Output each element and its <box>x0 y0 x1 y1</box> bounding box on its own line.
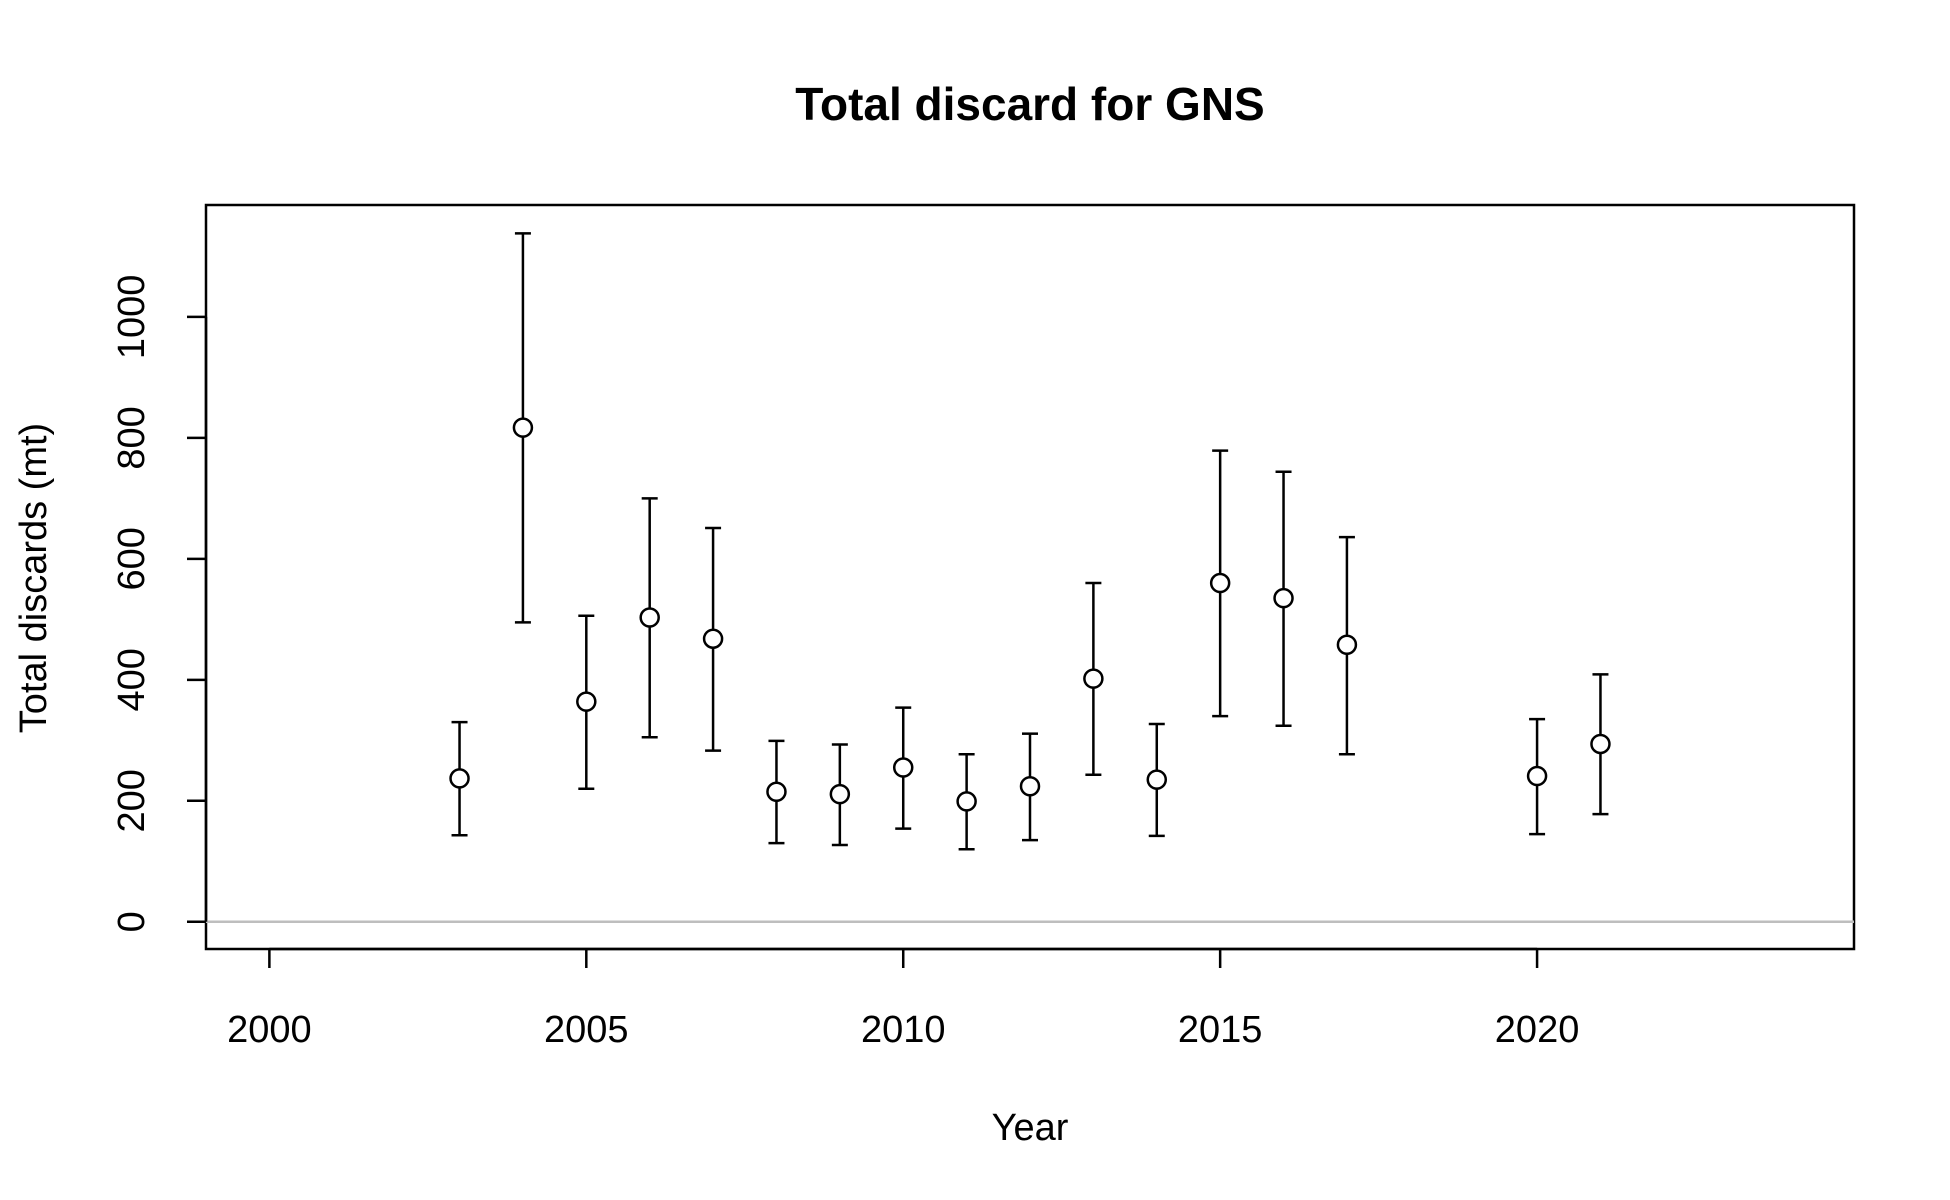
chart-title: Total discard for GNS <box>795 78 1264 130</box>
data-point-group <box>639 497 660 739</box>
data-point <box>576 691 597 712</box>
data-point <box>1146 769 1168 790</box>
data-point <box>449 768 470 789</box>
data-point <box>512 417 534 438</box>
data-point <box>829 783 851 805</box>
data-point <box>1336 634 1358 655</box>
data-point-group <box>1273 470 1294 728</box>
data-point-group <box>1526 717 1548 836</box>
data-point <box>1019 776 1041 797</box>
data-point <box>892 757 914 778</box>
y-axis: 0 200 400 600 800 1000 <box>111 275 208 932</box>
data-point-group <box>702 526 724 752</box>
data-point <box>956 791 977 812</box>
y-axis-label: Total discards (mt) <box>13 423 55 733</box>
data-point-group <box>449 720 470 837</box>
y-tick-label: 0 <box>111 911 153 932</box>
data-point <box>639 607 660 628</box>
x-axis-label: Year <box>992 1107 1069 1149</box>
data-point <box>702 628 724 649</box>
y-tick-label: 600 <box>111 527 153 590</box>
data-point-group <box>829 743 851 847</box>
data-point-group <box>956 752 977 851</box>
y-tick-label: 400 <box>111 648 153 711</box>
data-point-group <box>1083 581 1104 777</box>
data-point-group <box>576 614 597 790</box>
data-point <box>1526 765 1548 787</box>
data-point-group <box>1019 732 1041 842</box>
data-point-group <box>512 232 534 624</box>
x-tick-label: 2005 <box>544 1009 629 1051</box>
x-axis: 2000 2005 2010 2015 2020 <box>227 947 1580 1051</box>
data-point-group <box>892 706 914 830</box>
data-point-group <box>766 739 787 845</box>
data-series <box>449 232 1611 851</box>
x-tick-label: 2010 <box>861 1009 946 1051</box>
x-tick-label: 2020 <box>1495 1009 1580 1051</box>
y-tick-label: 800 <box>111 406 153 469</box>
data-point <box>1273 587 1294 609</box>
y-tick-label: 1000 <box>111 275 153 360</box>
y-tick-label: 200 <box>111 769 153 832</box>
data-point <box>1209 572 1231 594</box>
data-point-group <box>1209 449 1231 718</box>
data-point-group <box>1590 673 1611 816</box>
data-point <box>1590 733 1611 755</box>
data-point-group <box>1146 722 1168 838</box>
x-tick-label: 2000 <box>227 1009 312 1051</box>
data-point <box>1083 668 1104 689</box>
data-point-group <box>1336 535 1358 756</box>
x-tick-label: 2015 <box>1178 1009 1263 1051</box>
data-point <box>766 781 787 802</box>
